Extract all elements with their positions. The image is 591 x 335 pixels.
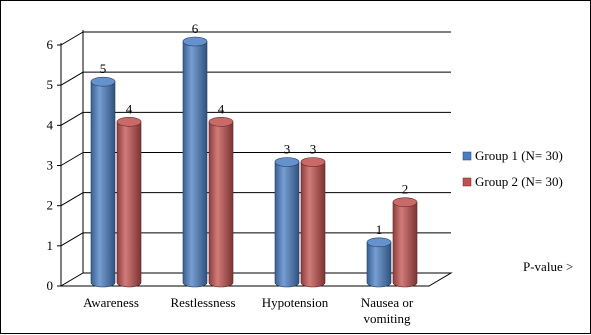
- gridline-side: [60, 152, 84, 166]
- legend-swatch: [462, 151, 472, 161]
- legend-label: Group 1 (N= 30): [475, 148, 563, 163]
- x-axis-categories: Awareness Restlessness Hypotension Nausea o…: [83, 295, 414, 326]
- data-label: 1: [376, 222, 383, 237]
- gridline-side: [60, 71, 84, 86]
- gridline-side: [60, 232, 84, 247]
- gridline-side: [60, 111, 84, 126]
- data-label: 3: [284, 142, 291, 157]
- bar-group1-restlessness: [182, 36, 208, 288]
- legend-item-2: Group 2 (N= 30): [462, 174, 563, 189]
- p-value-annotation: P-value >: [523, 259, 573, 274]
- data-label: 5: [100, 61, 107, 76]
- legend-item-1: Group 1 (N= 30): [462, 148, 563, 163]
- data-label: 2: [402, 182, 409, 197]
- y-axis-ticks: 0 1 2 3 4 5 6: [47, 37, 61, 293]
- data-label: 3: [310, 142, 317, 157]
- legend-label: Group 2 (N= 30): [475, 174, 563, 189]
- x-category-label: Restlessness: [171, 295, 236, 310]
- bar-group2-nausea-or-vomiting: [392, 197, 418, 288]
- bar-group2-hypotension: [300, 157, 326, 288]
- bar-group2-awareness: [116, 117, 142, 288]
- gridline-side: [60, 31, 84, 46]
- data-labels: 5 4 6 4 3 3 1 2: [100, 21, 409, 237]
- y-tick-label: 2: [47, 198, 54, 213]
- gridline-side: [60, 192, 84, 207]
- y-tick-label: 4: [47, 117, 54, 132]
- bar-group1-awareness: [90, 76, 116, 288]
- data-label: 4: [126, 101, 133, 116]
- bar-group1-hypotension: [274, 157, 300, 288]
- gridlines: [60, 31, 451, 247]
- x-category-label: Nausea or vomiting: [361, 295, 414, 326]
- bar-group1-nausea-or-vomiting: [366, 237, 392, 288]
- y-tick-label: 6: [47, 37, 54, 52]
- bars: [90, 36, 418, 288]
- legend: Group 1 (N= 30) Group 2 (N= 30): [462, 148, 563, 189]
- data-label: 4: [218, 101, 225, 116]
- x-category-label: Awareness: [83, 295, 139, 310]
- y-tick-label: 1: [47, 238, 54, 253]
- y-tick-label: 0: [47, 278, 54, 293]
- x-category-label: Hypotension: [262, 295, 329, 310]
- bar-group2-restlessness: [208, 117, 234, 288]
- legend-swatch: [462, 177, 472, 187]
- y-tick-label: 5: [47, 77, 54, 92]
- y-tick-label: 3: [47, 158, 54, 173]
- data-label: 6: [192, 21, 199, 36]
